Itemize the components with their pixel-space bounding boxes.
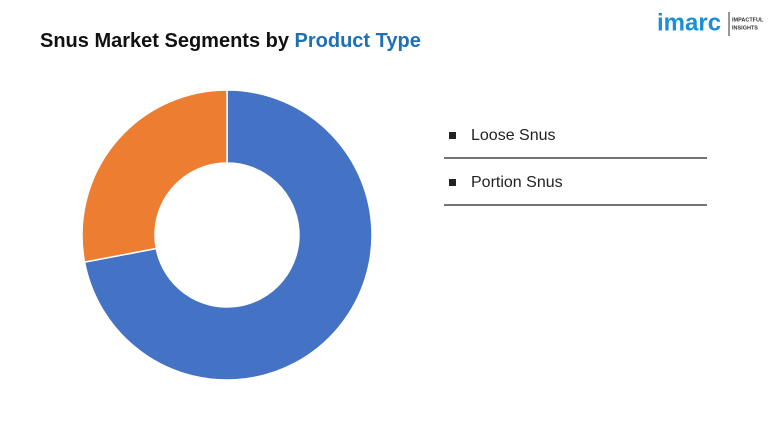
donut-segment [83,89,373,381]
legend-label: Portion Snus [471,174,563,191]
logo-name: imarc [657,9,721,36]
chart-title: Snus Market Segments by Product Type [40,30,421,52]
donut-segment [81,89,228,264]
logo-tagline: IMPACTFUL [732,17,764,23]
legend-bullet [449,179,456,186]
title-text: Snus Market Segments by [40,30,290,52]
logo-tagline: INSIGHTS [732,25,758,31]
legend-label: Loose Snus [471,127,556,144]
legend: Loose Snus Portion Snus [444,127,707,206]
title-highlight: Product Type [295,30,421,52]
donut [81,89,373,381]
legend-bullet [449,132,456,139]
